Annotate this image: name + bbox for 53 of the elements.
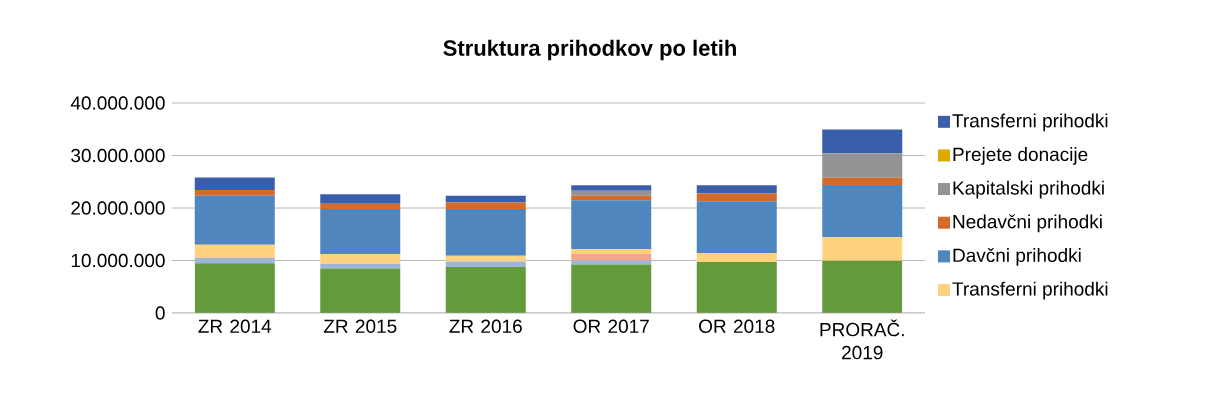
bar bbox=[696, 201, 777, 253]
bar bbox=[822, 153, 903, 178]
bar bbox=[571, 195, 652, 201]
legend-label: Transferni prihodki bbox=[952, 281, 1108, 300]
chart-title: Struktura prihodkov po letih bbox=[443, 39, 736, 61]
bar bbox=[445, 267, 526, 313]
bar bbox=[696, 262, 777, 313]
y-tick-label: 0 bbox=[155, 306, 165, 320]
bar bbox=[445, 202, 526, 210]
legend-label: Transferni prihodki bbox=[952, 113, 1108, 132]
x-tick-label: OR 2018 bbox=[699, 319, 775, 333]
bar bbox=[194, 263, 275, 313]
x-tick-label: ZR 2015 bbox=[323, 319, 397, 333]
bar bbox=[822, 129, 903, 154]
legend-label: Davčni prihodki bbox=[953, 248, 1081, 266]
bar bbox=[571, 200, 652, 249]
bar bbox=[194, 177, 275, 190]
bar bbox=[696, 252, 777, 263]
bar bbox=[571, 253, 652, 261]
bar bbox=[445, 209, 526, 256]
bar bbox=[194, 195, 275, 245]
bar bbox=[194, 189, 275, 196]
bar bbox=[571, 185, 652, 191]
bar bbox=[822, 177, 903, 185]
x-tick-label: PRORAČ. 2019 bbox=[820, 319, 904, 360]
bar bbox=[320, 203, 401, 210]
bar bbox=[445, 255, 526, 262]
x-tick-label: ZR 2016 bbox=[449, 319, 522, 333]
legend-label: Kapitalski prihodki bbox=[953, 180, 1104, 199]
x-tick-label: OR 2017 bbox=[573, 319, 649, 333]
legend-label: Nedavčni prihodki bbox=[953, 214, 1102, 233]
bar bbox=[696, 185, 777, 194]
legend-label: Prejete donacije bbox=[953, 147, 1088, 165]
bar bbox=[320, 209, 401, 254]
bar bbox=[571, 260, 652, 265]
x-tick-label: ZR 2014 bbox=[198, 319, 272, 333]
bar bbox=[320, 253, 401, 264]
y-tick-label: 40.000.000 bbox=[70, 96, 165, 110]
bar bbox=[194, 257, 275, 264]
bar bbox=[571, 248, 652, 254]
y-tick-label: 20.000.000 bbox=[71, 201, 165, 215]
bar bbox=[571, 190, 652, 196]
bar bbox=[320, 194, 401, 204]
bar bbox=[320, 268, 401, 313]
bar bbox=[822, 237, 903, 261]
bar bbox=[571, 264, 652, 313]
bar bbox=[822, 184, 903, 238]
y-tick-label: 10.000.000 bbox=[71, 253, 165, 268]
bar bbox=[696, 193, 777, 202]
bar bbox=[822, 260, 903, 313]
y-tick-label: 30.000.000 bbox=[71, 148, 165, 163]
bar bbox=[445, 261, 526, 268]
bar bbox=[194, 244, 275, 258]
